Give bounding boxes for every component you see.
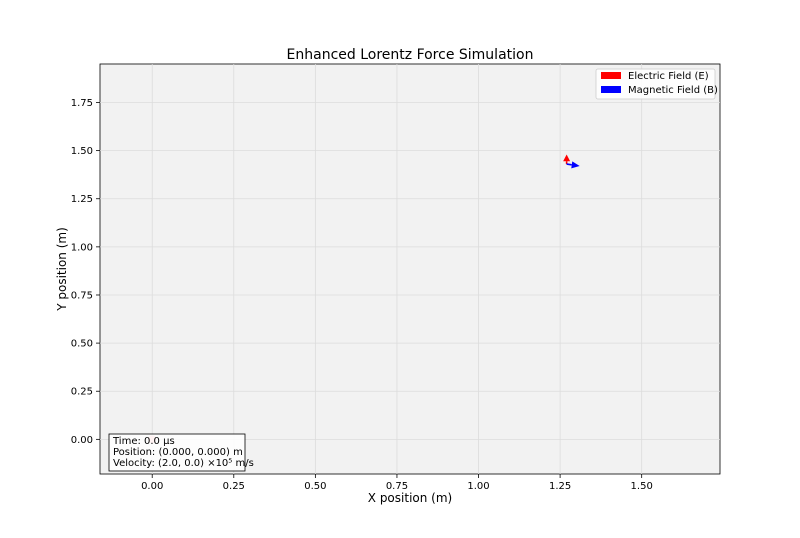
legend-swatch-electric <box>601 72 621 79</box>
field-vector-B-head <box>571 161 580 169</box>
legend-frame <box>595 68 716 100</box>
y-tick-label: 0.75 <box>71 290 93 301</box>
y-tick-label: 1.00 <box>71 242 93 253</box>
info-velocity: Velocity: (2.0, 0.0) ×10⁵ m/s <box>113 458 254 469</box>
info-box-frame <box>108 433 246 472</box>
x-tick-label: 0.75 <box>386 481 408 492</box>
field-vector-E-head <box>563 154 571 162</box>
plot-area <box>99 63 721 475</box>
info-position: Position: (0.000, 0.000) m <box>113 447 243 458</box>
y-tick-label: 1.50 <box>71 146 93 157</box>
y-tick-label: 1.25 <box>71 194 93 205</box>
chart-title: Enhanced Lorentz Force Simulation <box>287 47 534 63</box>
x-tick-label: 1.25 <box>549 481 571 492</box>
legend: Electric Field (E) Magnetic Field (B) <box>595 68 718 100</box>
x-tick-label: 0.50 <box>304 481 326 492</box>
x-tick-label: 0.25 <box>223 481 245 492</box>
x-tick-label: 0.00 <box>141 481 163 492</box>
x-tick-label: 1.00 <box>467 481 489 492</box>
y-tick-label: 1.75 <box>71 98 93 109</box>
y-tick-label: 0.00 <box>71 435 93 446</box>
info-time: Time: 0.0 μs <box>112 436 175 447</box>
y-tick-label: 0.50 <box>71 339 93 350</box>
field-vector-B-shaft <box>566 163 572 166</box>
legend-label-electric: Electric Field (E) <box>628 71 709 82</box>
x-axis-label: X position (m) <box>368 491 452 505</box>
info-box: Time: 0.0 μs Position: (0.000, 0.000) m … <box>108 433 254 472</box>
legend-swatch-magnetic <box>601 86 621 93</box>
y-axis-label: Y position (m) <box>55 227 69 312</box>
y-tick-label: 0.25 <box>71 387 93 398</box>
axis-ticks: 0.00 0.25 0.50 0.75 1.00 1.25 1.50 0.00 0.25 0.50… <box>71 98 653 492</box>
x-tick-label: 1.50 <box>631 481 653 492</box>
legend-label-magnetic: Magnetic Field (B) <box>628 85 718 96</box>
